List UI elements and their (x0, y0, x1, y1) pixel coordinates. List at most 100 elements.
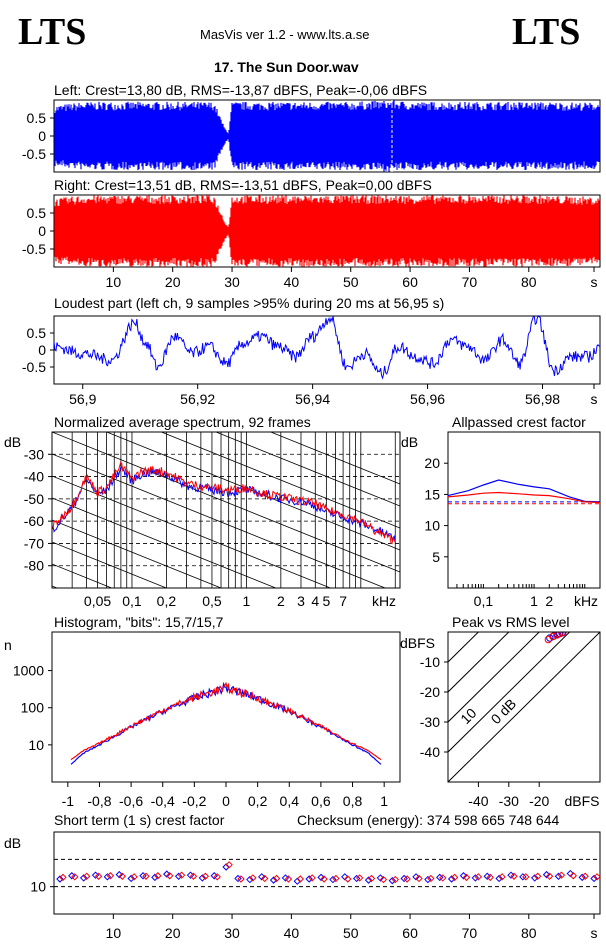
right_waveform-signal (54, 195, 600, 267)
short-term-point-left (447, 875, 456, 883)
short-term-point-right (355, 874, 364, 882)
peak-rms-xtick-label: dBFS (564, 793, 599, 809)
peak-rms-ytick-label: -20 (420, 684, 440, 700)
short-term-point-right (177, 871, 186, 879)
short-term-point-left (210, 872, 218, 880)
histogram-ytick-label: 1000 (13, 663, 44, 679)
spectrum-xtick-label: 0,2 (157, 593, 177, 609)
left-waveform-title: Left: Crest=13,80 dB, RMS=-13,87 dBFS, P… (54, 82, 428, 98)
spectrum-frame (51, 431, 401, 589)
peak-rms-crest-line (448, 632, 540, 723)
right_waveform-xtick-label: 50 (343, 274, 359, 290)
short-term-point-left (554, 872, 563, 880)
spectrum-ylabel: dB (4, 434, 21, 450)
peak-rms-xtick-label: -40 (468, 793, 488, 809)
short-term-point-left (352, 874, 361, 883)
spectrum-series-right (52, 461, 396, 545)
crest-frame (447, 431, 601, 589)
short-term-point-right (154, 872, 162, 880)
crest-xtick-label: kHz (574, 593, 598, 609)
short-term-point-right (367, 874, 376, 883)
short-term-frame (53, 831, 601, 915)
spectrum-plot (52, 432, 400, 770)
spectrum-series-left (52, 465, 396, 543)
spectrum-xtick-label: 5 (322, 593, 330, 609)
right_waveform-xtick-label: 30 (224, 274, 240, 290)
histogram-ytick-label: 100 (21, 700, 45, 716)
short-term-point-left (578, 873, 586, 882)
short-term-point-right (569, 872, 578, 880)
short-term-point-left (364, 876, 373, 884)
crest-xtick-label: 1 (530, 593, 538, 609)
short-term-point-left (424, 875, 432, 884)
peak-rms-point-right (549, 632, 557, 641)
short-term-point-right (284, 875, 293, 883)
crest-xtick-label: 2 (545, 593, 553, 609)
short-term-point-left (519, 873, 527, 881)
short-term-point-right (94, 872, 103, 880)
short-term-point-right (581, 872, 589, 880)
loudest-xtick-label: 56,92 (180, 391, 215, 407)
short-term-point-right (249, 874, 257, 882)
short-term-point-right (462, 873, 471, 882)
histogram-xtick-label: -0,4 (151, 793, 175, 809)
spectrum-slope-line (52, 432, 400, 573)
short-term-xtick-label: 50 (343, 925, 359, 941)
spectrum-ytick-label: -30 (24, 446, 44, 462)
right_waveform-xtick-label: 20 (165, 274, 181, 290)
crest-ytick-label: 5 (432, 549, 440, 565)
spectrum-slope-line (52, 475, 332, 588)
right_waveform-ytick-label: 0 (38, 223, 46, 239)
logo-left: LTS (18, 11, 87, 53)
crest-ytick-label: 10 (424, 518, 440, 534)
short-term-point-right (82, 872, 91, 880)
histogram-series-left (70, 681, 382, 765)
short-term-point-left (566, 869, 575, 878)
short-term-point-right (593, 873, 601, 881)
spectrum-xtick-label: 0,5 (202, 593, 222, 609)
short-term-point-right (201, 872, 210, 880)
short-term-point-right (474, 873, 483, 881)
short-term-point-right (106, 872, 115, 880)
spectrum-ytick-label: -50 (24, 491, 44, 507)
short-term-point-left (151, 873, 159, 882)
short-term-point-left (174, 872, 183, 880)
spectrum-xtick-label: 0,1 (122, 593, 142, 609)
short-term-xtick-label: 60 (402, 925, 418, 941)
short-term-point-left (198, 874, 207, 882)
right_waveform-ytick-label: -0.5 (22, 241, 46, 257)
short-term-point-right (450, 873, 459, 882)
right_waveform-xtick-label: 80 (521, 274, 537, 290)
spectrum-slope-line (105, 432, 400, 551)
histogram-xtick-label: -0,6 (119, 793, 143, 809)
short-term-point-left (483, 872, 491, 880)
short-term-point-left (341, 873, 349, 881)
histogram-xtick-label: 0,6 (311, 793, 331, 809)
spectrum-ytick-label: -80 (24, 558, 44, 574)
histogram-frame (51, 631, 401, 783)
histogram-xtick-label: 1 (380, 793, 388, 809)
peak-rms-plot: 40 30 20 10 0 dB (448, 632, 600, 782)
peak-rms-xtick-label: -20 (529, 793, 549, 809)
histogram-ytick-label: 10 (28, 737, 44, 753)
spectrum-slope-line (52, 630, 400, 770)
spectrum-xtick-label: 7 (339, 593, 347, 609)
app-title: MasVis ver 1.2 - www.lts.a.se (200, 27, 370, 42)
crest-ylabel: dB (401, 434, 418, 450)
short-term-point-left (507, 871, 515, 879)
short-term-point-right (225, 861, 233, 869)
short-term-point-right (498, 873, 506, 881)
short-term-point-right (130, 873, 138, 881)
spectrum-slope-line (52, 563, 113, 588)
short-term-point-right (237, 875, 245, 883)
short-term-point-right (59, 873, 67, 882)
peak-rms-frame (447, 631, 601, 783)
histogram-xtick-label: 0,2 (248, 793, 268, 809)
peak-rms-point-right (555, 632, 563, 638)
histogram-xtick-label: -1 (62, 793, 75, 809)
left_waveform-signal (54, 100, 600, 172)
right_waveform-xtick-label: 40 (284, 274, 300, 290)
short-term-point-right (296, 875, 305, 883)
histogram-xtick-label: 0,4 (280, 793, 300, 809)
spectrum-xtick-label: kHz (372, 593, 396, 609)
